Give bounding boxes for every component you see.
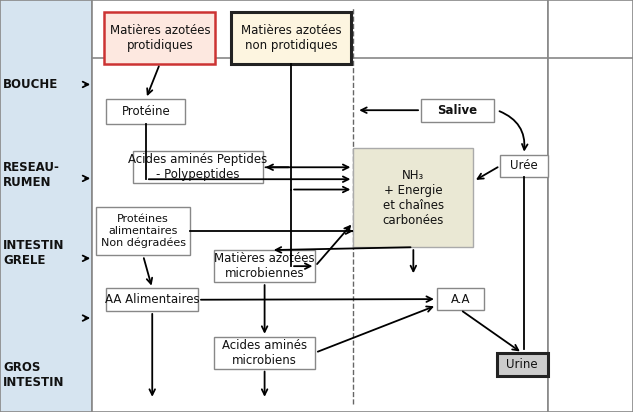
Text: Matières azotées
protidiques: Matières azotées protidiques <box>110 24 210 52</box>
Bar <box>106 288 198 311</box>
Text: Matières azotées
non protidiques: Matières azotées non protidiques <box>241 24 341 52</box>
Bar <box>0 0 92 412</box>
Text: Protéines
alimentaires
Non dégradées: Protéines alimentaires Non dégradées <box>101 214 185 248</box>
Text: RESEAU-
RUMEN: RESEAU- RUMEN <box>3 161 60 189</box>
Text: AA Alimentaires: AA Alimentaires <box>105 293 199 306</box>
Text: Acides aminés Peptides
- Polypeptides: Acides aminés Peptides - Polypeptides <box>128 153 267 181</box>
Text: Urée: Urée <box>510 159 537 172</box>
Text: BOUCHE: BOUCHE <box>3 78 58 91</box>
Bar <box>214 337 315 369</box>
Text: Protéine: Protéine <box>122 105 170 118</box>
Text: GROS
INTESTIN: GROS INTESTIN <box>3 361 65 389</box>
Bar <box>421 99 494 122</box>
Bar <box>437 288 484 310</box>
Bar <box>92 0 548 412</box>
Bar <box>500 154 548 177</box>
Text: NH₃
+ Energie
et chaînes
carbonées: NH₃ + Energie et chaînes carbonées <box>383 169 444 227</box>
Bar <box>96 207 190 255</box>
Bar <box>231 12 351 64</box>
Text: A.A: A.A <box>451 293 470 306</box>
Text: Matières azotées
microbiennes: Matières azotées microbiennes <box>215 252 315 280</box>
Text: Salive: Salive <box>437 104 477 117</box>
Bar <box>104 12 215 64</box>
Bar <box>497 353 548 376</box>
Bar <box>133 151 263 183</box>
Bar <box>353 148 473 247</box>
Text: INTESTIN
GRELE: INTESTIN GRELE <box>3 239 65 267</box>
Text: Acides aminés
microbiens: Acides aminés microbiens <box>222 339 307 367</box>
Bar <box>548 0 633 412</box>
Bar <box>106 99 185 124</box>
Bar <box>214 250 315 282</box>
Text: Urine: Urine <box>506 358 538 371</box>
